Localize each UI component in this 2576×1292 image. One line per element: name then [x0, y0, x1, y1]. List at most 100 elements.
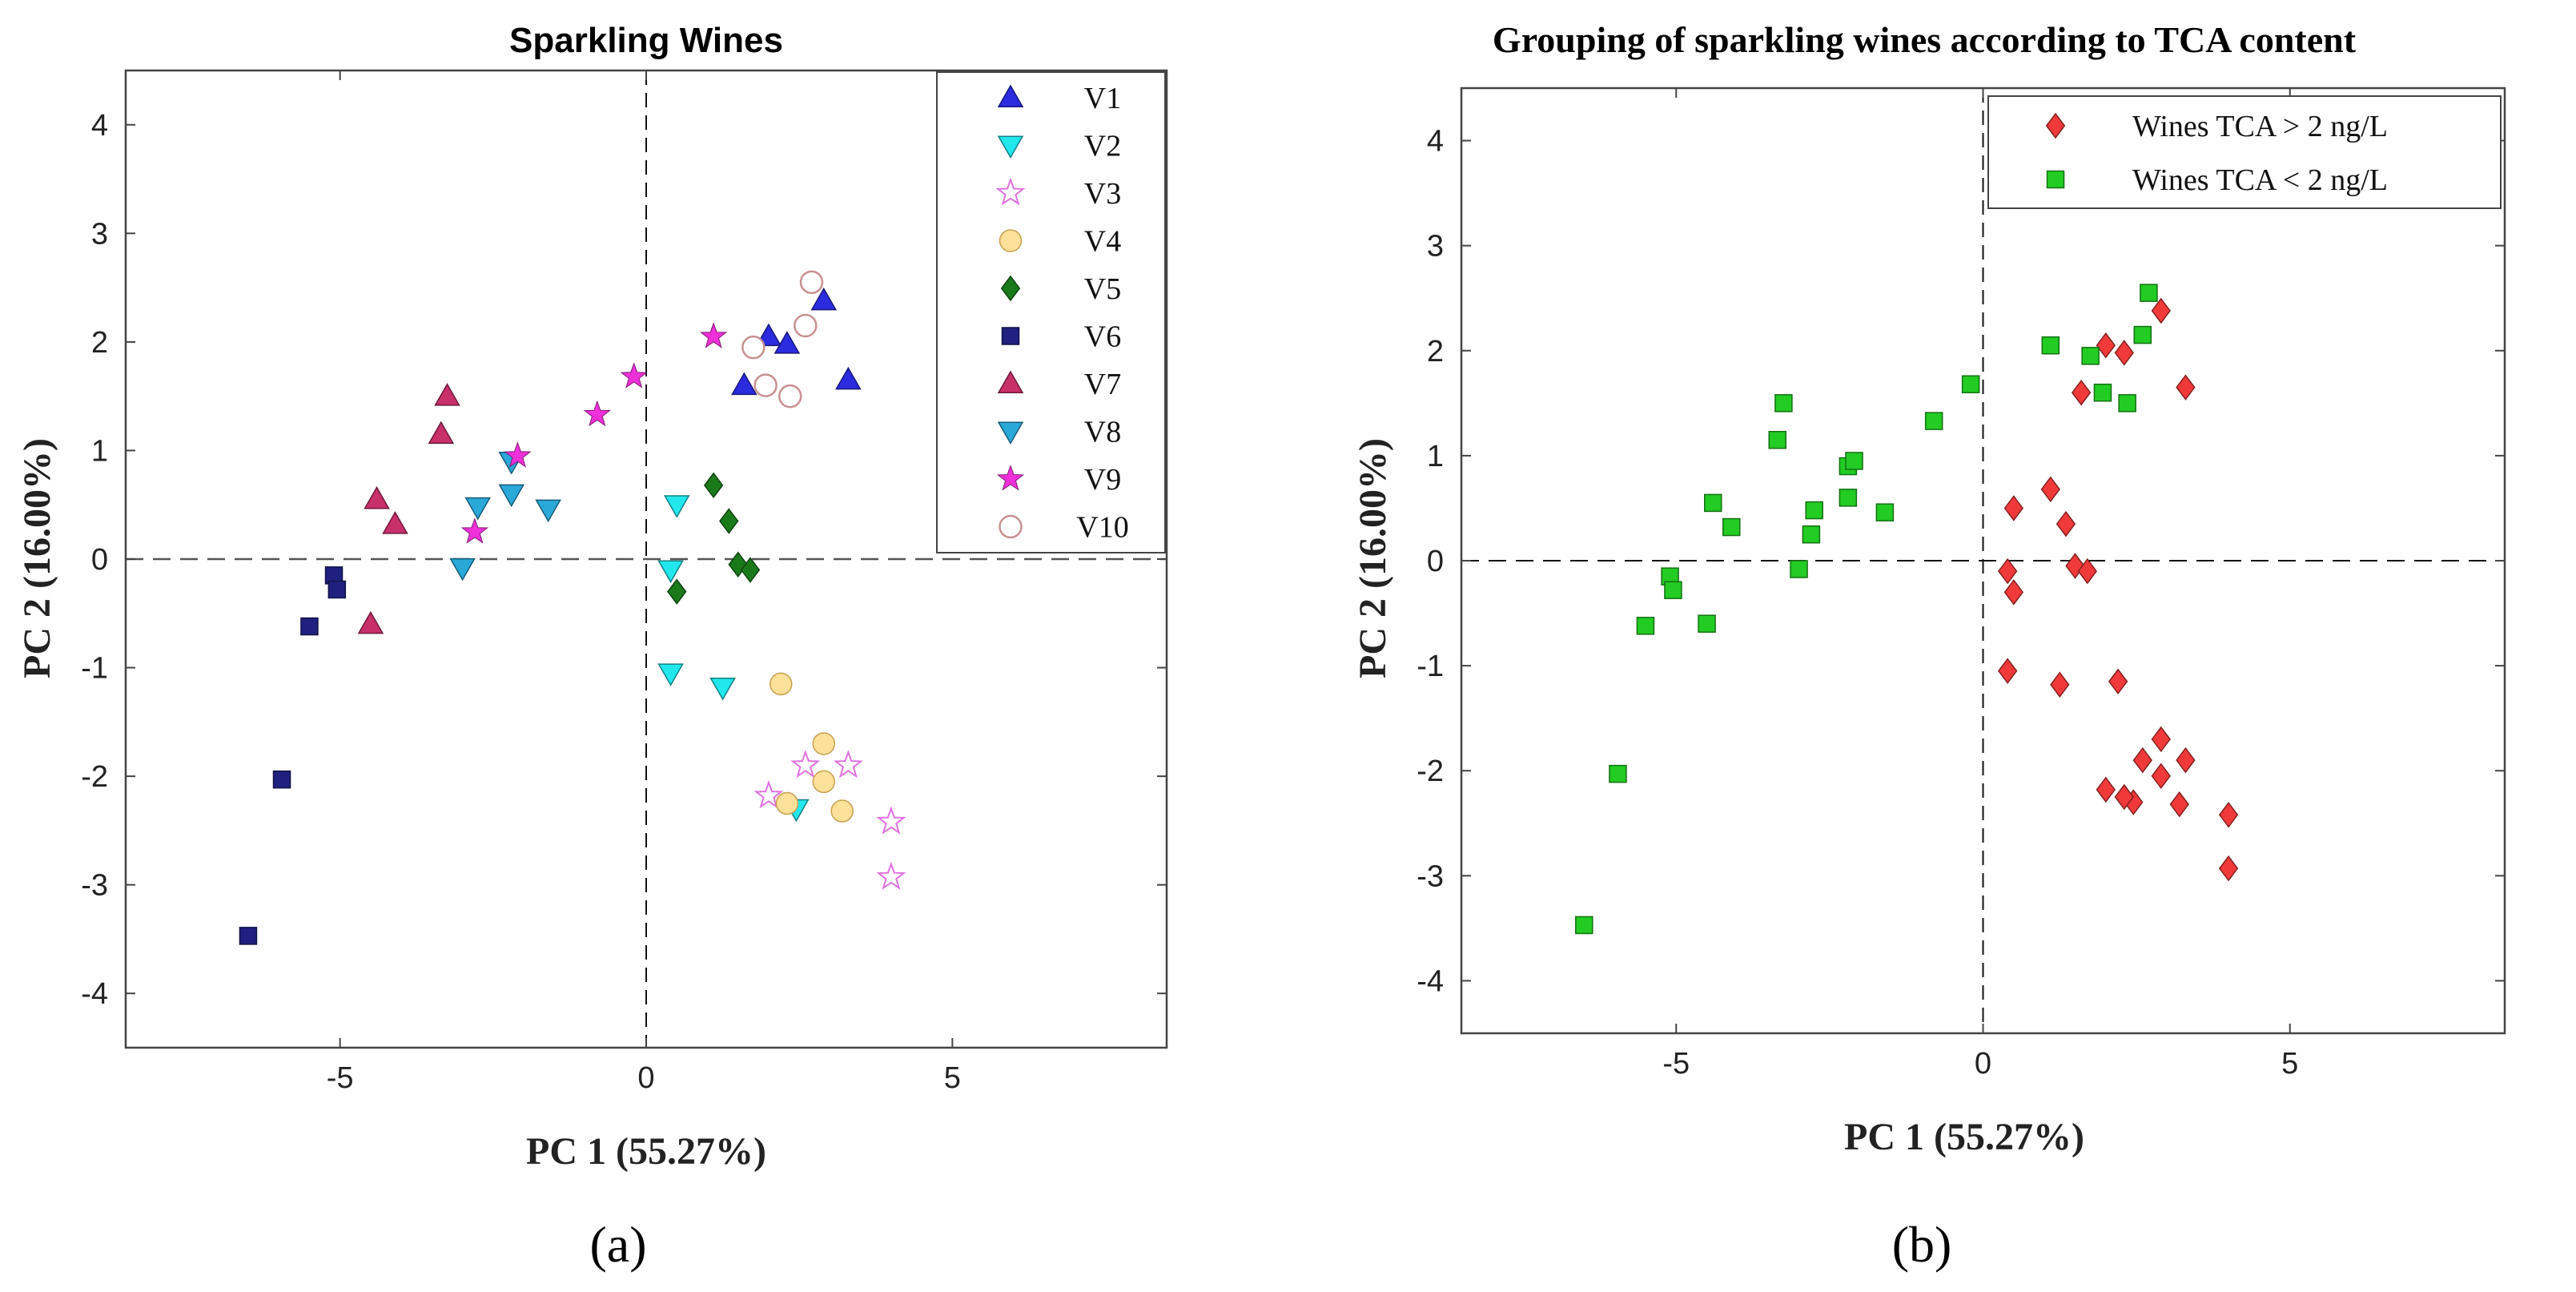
- panel-a-y-tick-label: -2: [81, 760, 108, 794]
- legend-label-v5: V5: [1084, 272, 1121, 306]
- data-point-wines-tca-2-ng-l: [1845, 452, 1863, 470]
- data-point-wines-tca-2-ng-l: [1961, 375, 1980, 393]
- data-point-wines-tca-2-ng-l: [2176, 747, 2196, 774]
- data-point-wines-tca-2-ng-l: [1575, 916, 1593, 935]
- data-point-v6: [272, 770, 291, 789]
- data-point-wines-tca-2-ng-l: [1839, 489, 1858, 507]
- data-point-v1: [835, 366, 862, 390]
- data-point-v7: [434, 383, 460, 406]
- panel-b-y-tick-label: -4: [1417, 964, 1444, 998]
- legend-label-wines-tca-2-ng-l: Wines TCA < 2 ng/L: [2132, 163, 2388, 197]
- data-point-v3: [833, 750, 863, 779]
- panel-a-chart: Sparkling Wines -5 0 5 4 3 2 1 0 -1 -2 -3 -4 V1 V2 V3…: [16, 21, 1168, 1273]
- data-point-v3: [790, 750, 821, 779]
- data-point-wines-tca-2-ng-l: [1636, 617, 1655, 635]
- panel-a-y-tick-label: -4: [81, 977, 108, 1011]
- data-point-wines-tca-2-ng-l: [2041, 336, 2060, 355]
- data-point-wines-tca-2-ng-l: [2114, 783, 2134, 811]
- legend-label-v1: V1: [1084, 82, 1121, 115]
- legend-marker-v9: [996, 465, 1025, 491]
- data-point-v9: [620, 362, 648, 388]
- legend-label-v6: V6: [1084, 320, 1121, 354]
- panel-b-y-tick-label: 0: [1427, 545, 1444, 578]
- data-point-v10: [794, 313, 818, 338]
- panel-a-x-tick-label: 0: [637, 1061, 654, 1095]
- panel-a-x-axis-label: PC 1 (55.27%): [526, 1130, 766, 1173]
- panel-b-x-axis-label: PC 1 (55.27%): [1844, 1116, 2084, 1158]
- data-point-v9: [460, 517, 489, 544]
- data-point-wines-tca-2-ng-l: [2132, 747, 2152, 774]
- legend-label-v9: V9: [1084, 463, 1121, 497]
- data-point-wines-tca-2-ng-l: [2003, 495, 2024, 521]
- data-point-v8: [464, 497, 491, 521]
- data-point-wines-tca-2-ng-l: [2108, 668, 2128, 695]
- data-point-wines-tca-2-ng-l: [2218, 855, 2239, 882]
- data-point-v2: [709, 677, 736, 701]
- panel-b-title: Grouping of sparkling wines according to…: [1493, 19, 2357, 60]
- legend-marker-v5: [1000, 275, 1021, 302]
- data-point-wines-tca-2-ng-l: [1768, 430, 1786, 449]
- panel-a-y-tick-label: -3: [81, 869, 108, 903]
- data-point-wines-tca-2-ng-l: [2151, 297, 2171, 324]
- data-point-v7: [382, 511, 408, 534]
- panel-a-legend: V1 V2 V3 V4 V5 V6 V7 V8 V9 V10: [936, 71, 1166, 553]
- data-point-wines-tca-2-ng-l: [2056, 510, 2076, 537]
- panel-b-y-tick-label: -2: [1417, 755, 1444, 788]
- legend-marker-v4: [999, 229, 1023, 252]
- legend-label-v8: V8: [1084, 416, 1121, 449]
- panel-b-y-tick-label: -3: [1417, 859, 1444, 893]
- panel-a-title: Sparkling Wines: [509, 21, 783, 60]
- data-point-v5: [719, 508, 739, 534]
- legend-marker-v7: [997, 370, 1024, 393]
- panel-a-y-tick-label: 2: [91, 326, 108, 360]
- data-point-wines-tca-2-ng-l: [2081, 347, 2100, 365]
- data-point-wines-tca-2-ng-l: [1790, 560, 1808, 578]
- data-point-v4: [830, 799, 854, 823]
- legend-marker-wines-tca-2-ng-l: [2045, 112, 2066, 139]
- legend-marker-wines-tca-2-ng-l: [2046, 170, 2065, 189]
- panel-a-y-tick-label: 3: [91, 217, 108, 251]
- data-point-v7: [428, 421, 455, 445]
- data-point-wines-tca-2-ng-l: [1609, 764, 1627, 783]
- data-point-v10: [778, 384, 802, 409]
- data-point-wines-tca-2-ng-l: [2077, 557, 2097, 585]
- data-point-wines-tca-2-ng-l: [2140, 284, 2158, 302]
- data-point-v9: [583, 400, 611, 427]
- data-point-wines-tca-2-ng-l: [1664, 581, 1682, 599]
- legend-marker-v2: [997, 135, 1024, 159]
- panel-b-x-tick-label: -5: [1662, 1047, 1690, 1081]
- legend-marker-v1: [997, 84, 1024, 107]
- data-point-v2: [657, 560, 684, 584]
- data-point-v6: [300, 617, 319, 636]
- data-point-wines-tca-2-ng-l: [2071, 379, 2092, 406]
- panel-b-x-tick-label: 0: [1975, 1047, 1991, 1081]
- legend-marker-v3: [995, 177, 1026, 206]
- data-point-wines-tca-2-ng-l: [2151, 726, 2171, 753]
- panel-b-y-tick-label: 4: [1427, 125, 1444, 159]
- data-point-wines-tca-2-ng-l: [2169, 791, 2189, 818]
- data-point-v3: [876, 806, 906, 835]
- legend-label-v2: V2: [1084, 130, 1121, 163]
- data-point-v3: [754, 780, 784, 809]
- data-point-wines-tca-2-ng-l: [1805, 501, 1823, 520]
- panel-a-y-tick-label: 1: [91, 434, 108, 468]
- data-point-v6: [328, 580, 347, 599]
- legend-label-v4: V4: [1084, 225, 1121, 259]
- data-point-wines-tca-2-ng-l: [2176, 374, 2196, 400]
- data-point-v9: [699, 322, 728, 348]
- data-point-v7: [357, 610, 384, 634]
- panel-a-legend-box: [936, 71, 1166, 553]
- data-point-wines-tca-2-ng-l: [2218, 802, 2239, 828]
- legend-marker-v6: [1001, 327, 1020, 345]
- data-point-wines-tca-2-ng-l: [2093, 383, 2112, 402]
- panel-b-y-tick-label: -1: [1417, 650, 1444, 683]
- legend-marker-v10: [999, 514, 1023, 539]
- data-point-v5: [703, 472, 724, 499]
- data-point-v4: [812, 770, 836, 794]
- data-point-v2: [657, 663, 684, 686]
- data-point-wines-tca-2-ng-l: [2133, 325, 2152, 344]
- data-point-wines-tca-2-ng-l: [1924, 412, 1943, 430]
- legend-marker-v8: [997, 421, 1024, 445]
- legend-label-v10: V10: [1076, 511, 1128, 545]
